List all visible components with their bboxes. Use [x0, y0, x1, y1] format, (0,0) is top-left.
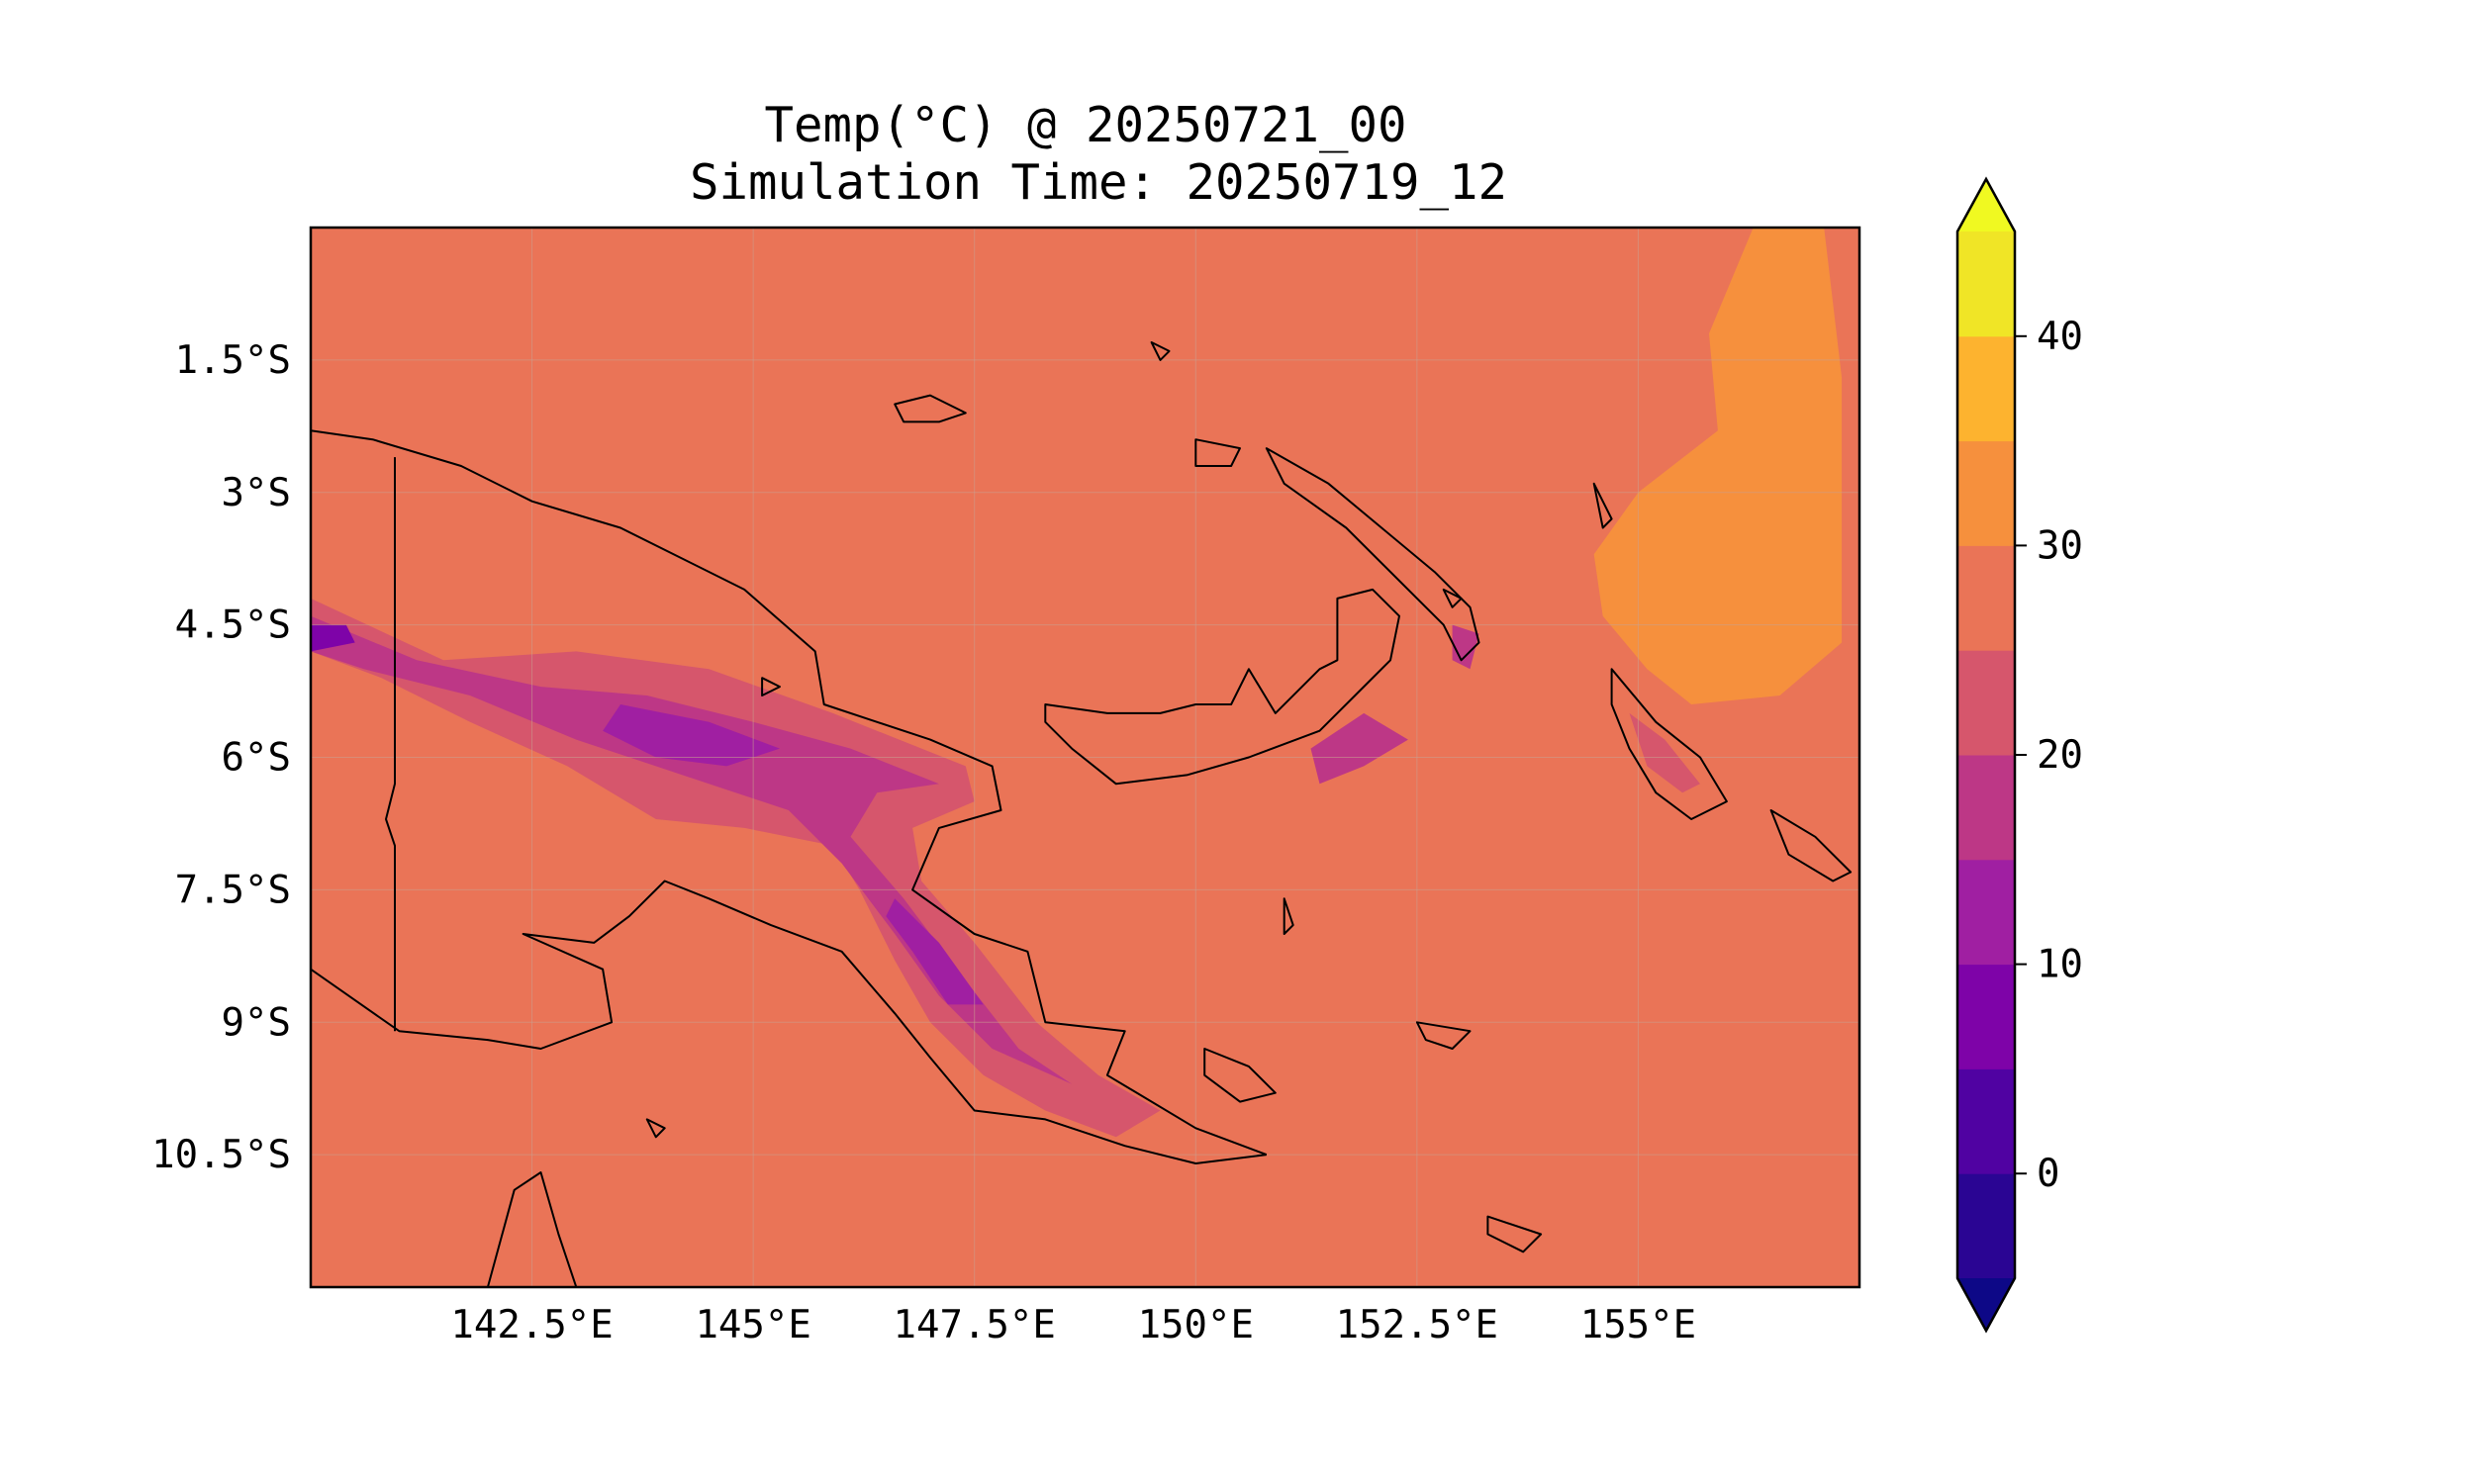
lon-tick-label: 155°E	[1580, 1303, 1696, 1347]
colorbar-outline	[1955, 176, 2017, 1334]
coastline-new-hanover	[1194, 438, 1241, 467]
colorbar-level	[1957, 440, 2015, 546]
coastline-cape-york	[486, 1171, 578, 1287]
map-area	[309, 226, 1861, 1289]
coastline-bougainville	[1610, 668, 1728, 820]
lon-tick-label: 147.5°E	[894, 1303, 1056, 1347]
colorbar-extend-top	[1957, 179, 2015, 232]
coastline-islet-4	[1283, 897, 1294, 935]
colorbar-tick-label: 30	[2037, 523, 2083, 568]
contour-bougainville-20-25	[1629, 712, 1700, 793]
coastline-rossel-islands	[1486, 1215, 1543, 1253]
lat-tick-label: 3°S	[222, 471, 291, 515]
coastline-new-guinea-south-coast	[311, 880, 1267, 1164]
coastline-islet-6	[645, 1118, 666, 1139]
lat-tick-label: 6°S	[222, 736, 291, 781]
map-title-line-2: Simulation Time: 20250719_12	[690, 154, 1507, 211]
colorbar-extend-bottom	[1957, 1278, 2015, 1331]
contour-east-warm-zone	[1593, 228, 1843, 704]
lon-tick-label: 150°E	[1138, 1303, 1254, 1347]
contour-new-britain-15-20	[1310, 712, 1408, 785]
coastline-choiseul	[1769, 809, 1853, 882]
temperature-contours	[311, 228, 1843, 1138]
coastlines	[311, 341, 1853, 1287]
contour-highlands-10-15-b	[886, 898, 984, 1005]
colorbar-level	[1957, 1173, 2015, 1279]
coastline-islet-1	[1150, 341, 1171, 361]
coastline-new-guinea-north-coast	[311, 429, 1268, 1157]
lat-tick-label: 4.5°S	[175, 603, 291, 648]
coastline-islet-3	[1592, 482, 1613, 529]
colorbar-tick-label: 10	[2037, 943, 2083, 987]
colorbar-level	[1957, 232, 2015, 337]
map-title-line-1: Temp(°C) @ 20250721_00	[764, 97, 1406, 153]
coastline-islet-2	[1442, 588, 1463, 608]
colorbar-level	[1957, 335, 2015, 442]
colorbar-level	[1957, 1068, 2015, 1174]
colorbar-level	[1957, 755, 2015, 861]
colorbar-tick-label: 0	[2037, 1152, 2059, 1196]
contour-highlands-10-15	[603, 704, 780, 767]
contour-highlands-15-20	[311, 615, 1073, 1084]
colorbar-level	[1957, 650, 2015, 756]
coastline-goodenough-fergusson	[1203, 1048, 1277, 1103]
colorbar-tick-label: 20	[2037, 733, 2083, 778]
lon-tick-label: 152.5°E	[1336, 1303, 1498, 1347]
lon-tick-label: 145°E	[695, 1303, 810, 1347]
colorbar: 0 10 20 30 40	[1955, 176, 2083, 1334]
lat-tick-label: 9°S	[222, 1000, 291, 1045]
contour-new-ireland-15-20	[1452, 624, 1479, 670]
map-frame	[309, 226, 1861, 1289]
lon-tick-label: 142.5°E	[450, 1303, 613, 1347]
coastline-islet-5	[761, 677, 781, 696]
coastline-manus	[894, 394, 967, 423]
colorbar-level	[1957, 964, 2015, 1069]
colorbar-level	[1957, 859, 2015, 966]
coastline-new-britain	[1044, 588, 1400, 786]
contour-highlands-5-10	[311, 624, 355, 652]
colorbar-tick-label: 40	[2037, 315, 2083, 359]
lat-tick-label: 7.5°S	[175, 868, 291, 912]
lat-tick-label: 1.5°S	[175, 338, 291, 383]
coastline-new-ireland	[1265, 447, 1480, 662]
coastline-woodlark	[1415, 1021, 1472, 1050]
lat-tick-label: 10.5°S	[151, 1133, 291, 1177]
longitude-axis: 142.5°E 145°E 147.5°E 150°E 152.5°E 155°E	[450, 1303, 1696, 1347]
colorbar-level	[1957, 545, 2015, 651]
coastline-png-indonesia-border	[385, 457, 396, 1032]
latitude-axis: 1.5°S 3°S 4.5°S 6°S 7.5°S 9°S 10.5°S	[151, 338, 291, 1177]
